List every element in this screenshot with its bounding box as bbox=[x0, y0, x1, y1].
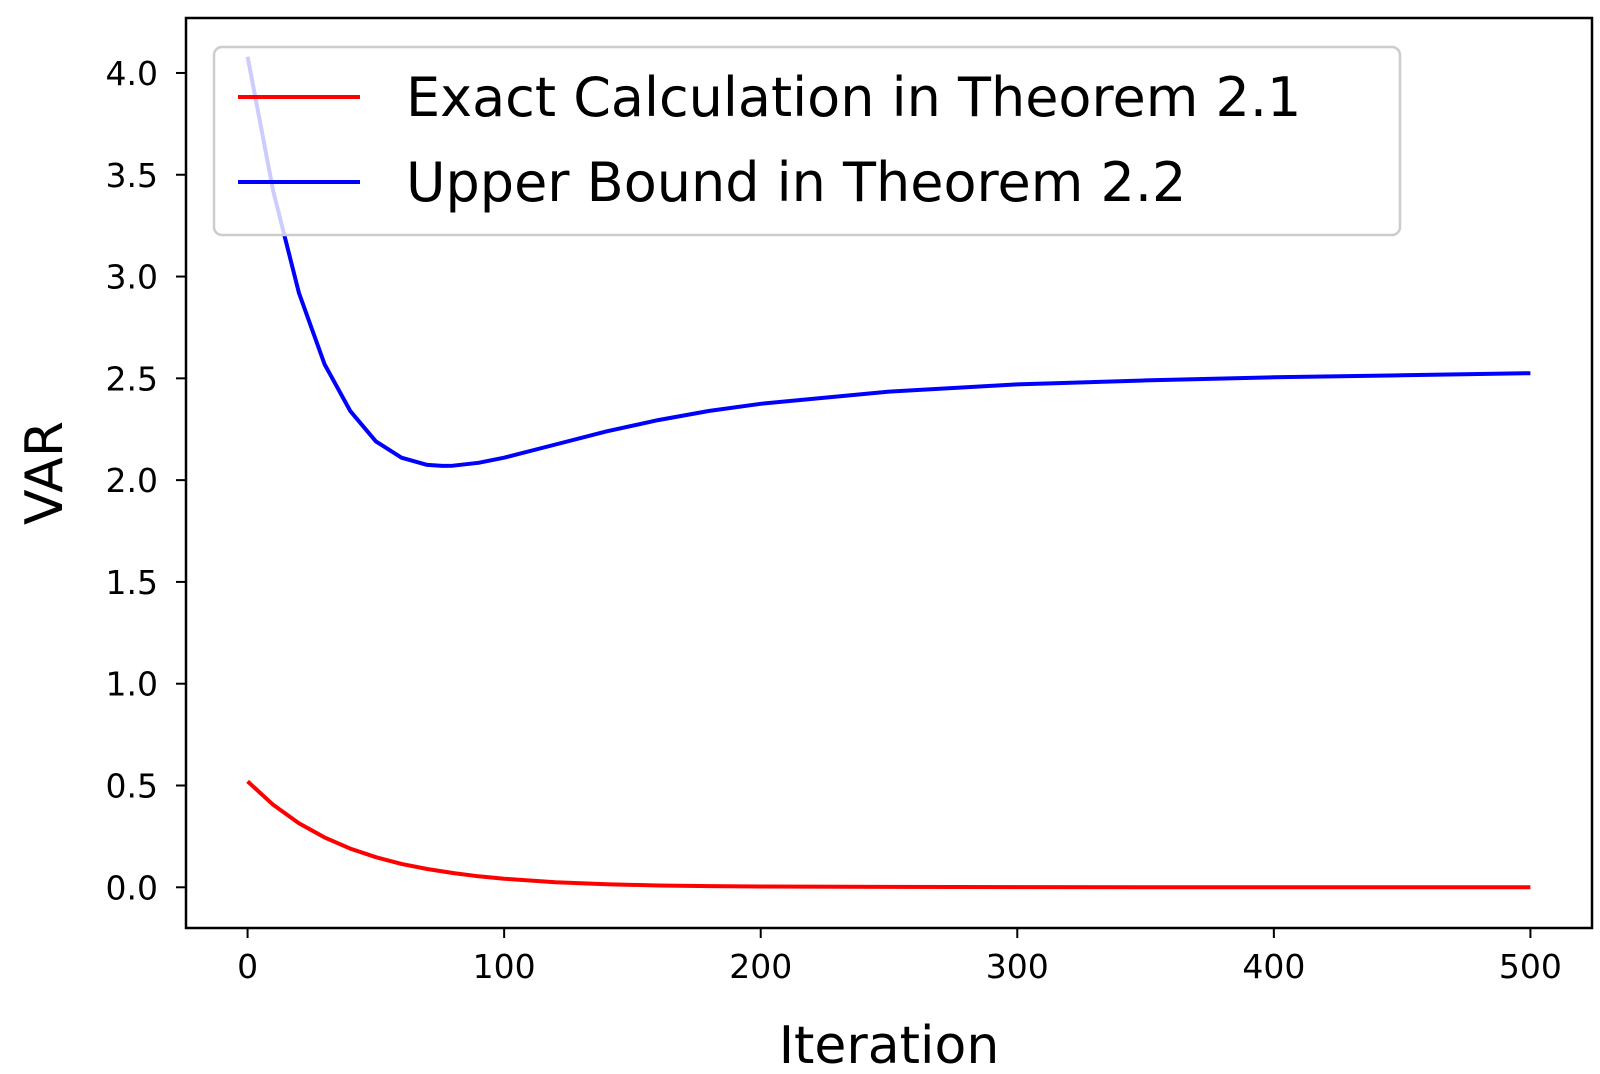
y-tick-label: 0.0 bbox=[106, 868, 158, 907]
x-tick-label: 300 bbox=[986, 947, 1049, 986]
x-tick-label: 0 bbox=[237, 947, 258, 986]
legend-box bbox=[212, 45, 1402, 237]
x-axis-title: Iteration bbox=[779, 1016, 1000, 1074]
legend: Exact Calculation in Theorem 2.1 Upper B… bbox=[212, 45, 1402, 237]
plot-area-frame bbox=[184, 16, 1594, 930]
series-line-exact bbox=[246, 779, 1531, 890]
x-tick-label: 200 bbox=[729, 947, 792, 986]
y-tick-label: 2.0 bbox=[106, 461, 158, 500]
legend-label-exact: Exact Calculation in Theorem 2.1 bbox=[406, 66, 1301, 129]
y-axis-title: VAR bbox=[15, 421, 75, 525]
y-tick-label: 3.5 bbox=[106, 156, 158, 195]
y-tick-label: 1.0 bbox=[106, 665, 158, 704]
y-tick-label: 4.0 bbox=[106, 54, 158, 93]
y-tick-label: 3.0 bbox=[106, 258, 158, 297]
y-axis: 0.0 0.5 1.0 1.5 2.0 2.5 3.0 3.5 4.0 bbox=[106, 54, 186, 907]
y-tick-label: 2.5 bbox=[106, 359, 158, 398]
y-tick-label: 0.5 bbox=[106, 766, 158, 805]
legend-label-upper-bound: Upper Bound in Theorem 2.2 bbox=[406, 151, 1186, 214]
x-axis: 0 100 200 300 400 500 bbox=[237, 928, 1562, 986]
x-tick-label: 500 bbox=[1499, 947, 1562, 986]
series-line-upper-bound bbox=[245, 56, 1531, 468]
y-tick-label: 1.5 bbox=[106, 563, 158, 602]
x-tick-label: 400 bbox=[1242, 947, 1305, 986]
x-tick-label: 100 bbox=[473, 947, 536, 986]
series-layer bbox=[245, 56, 1531, 890]
